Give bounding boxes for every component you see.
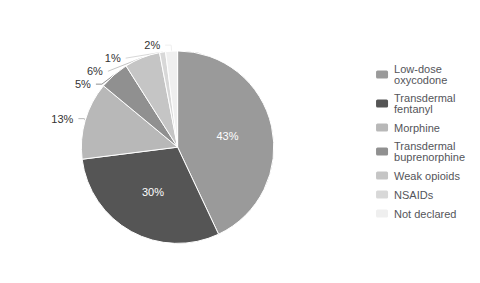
svg-text:Transdermal: Transdermal <box>394 92 456 104</box>
svg-text:6%: 6% <box>87 65 103 77</box>
svg-text:13%: 13% <box>51 113 73 125</box>
svg-text:buprenorphine: buprenorphine <box>394 151 465 163</box>
svg-text:Transdermal: Transdermal <box>394 140 456 152</box>
svg-text:1%: 1% <box>105 52 121 64</box>
svg-text:Not declared: Not declared <box>394 208 456 220</box>
svg-text:30%: 30% <box>142 186 164 198</box>
svg-text:NSAIDs: NSAIDs <box>394 189 434 201</box>
svg-text:2%: 2% <box>144 39 160 51</box>
svg-text:oxycodone: oxycodone <box>394 74 447 86</box>
svg-text:5%: 5% <box>75 78 91 90</box>
svg-text:Weak opioids: Weak opioids <box>394 170 460 182</box>
svg-text:fentanyl: fentanyl <box>394 103 433 115</box>
svg-text:43%: 43% <box>216 130 238 142</box>
svg-text:Morphine: Morphine <box>394 122 440 134</box>
svg-text:Low-dose: Low-dose <box>394 63 442 75</box>
